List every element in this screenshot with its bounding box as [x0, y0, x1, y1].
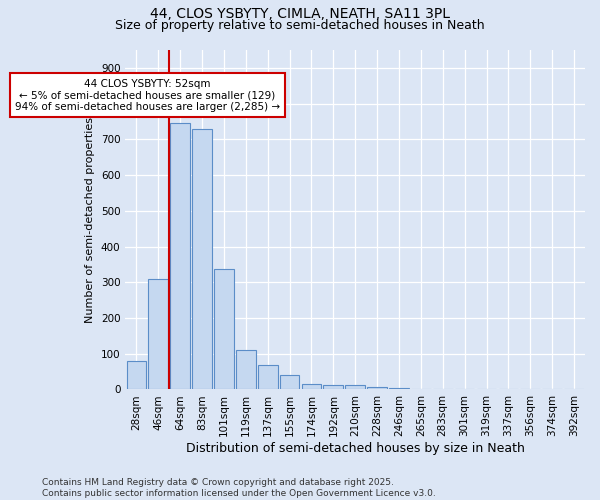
Bar — [280, 375, 299, 390]
Bar — [367, 387, 387, 390]
Bar — [170, 124, 190, 390]
Bar — [127, 361, 146, 390]
Bar — [148, 280, 168, 390]
Bar — [323, 385, 343, 390]
Bar — [236, 350, 256, 390]
Bar — [302, 384, 321, 390]
Bar — [214, 268, 234, 390]
Y-axis label: Number of semi-detached properties: Number of semi-detached properties — [85, 116, 95, 322]
Text: Contains HM Land Registry data © Crown copyright and database right 2025.
Contai: Contains HM Land Registry data © Crown c… — [42, 478, 436, 498]
X-axis label: Distribution of semi-detached houses by size in Neath: Distribution of semi-detached houses by … — [186, 442, 524, 455]
Text: 44 CLOS YSBYTY: 52sqm
← 5% of semi-detached houses are smaller (129)
94% of semi: 44 CLOS YSBYTY: 52sqm ← 5% of semi-detac… — [15, 78, 280, 112]
Bar — [389, 388, 409, 390]
Bar — [258, 365, 278, 390]
Text: Size of property relative to semi-detached houses in Neath: Size of property relative to semi-detach… — [115, 18, 485, 32]
Bar — [192, 128, 212, 390]
Bar — [346, 385, 365, 390]
Text: 44, CLOS YSBYTY, CIMLA, NEATH, SA11 3PL: 44, CLOS YSBYTY, CIMLA, NEATH, SA11 3PL — [150, 8, 450, 22]
